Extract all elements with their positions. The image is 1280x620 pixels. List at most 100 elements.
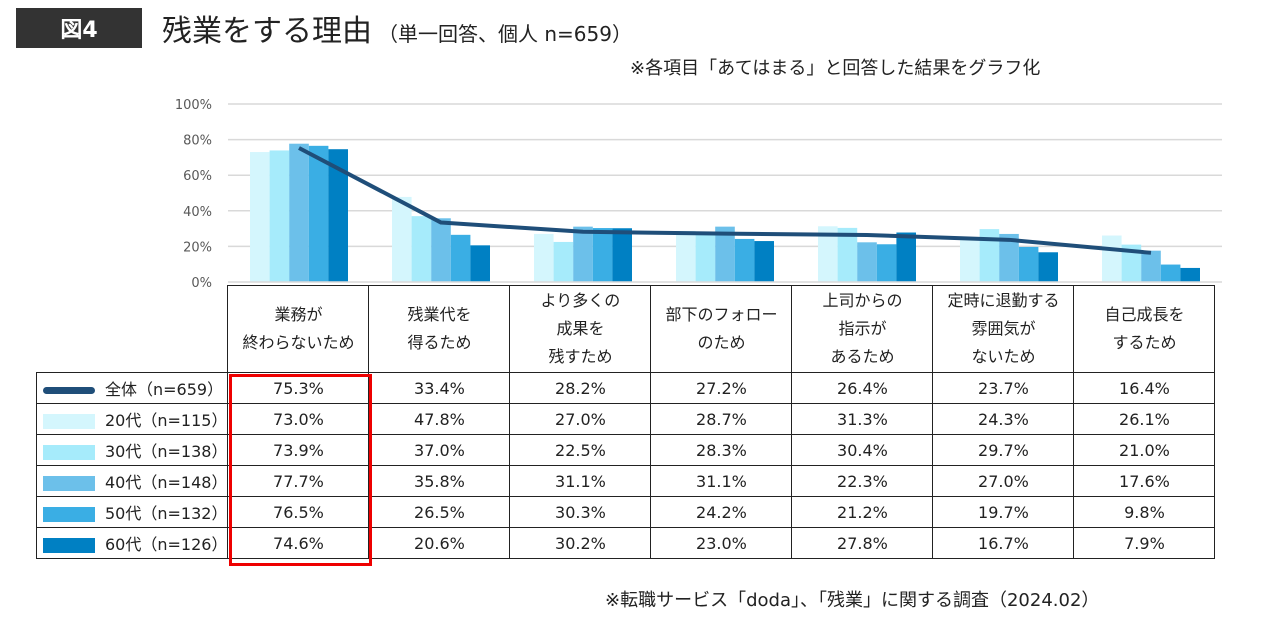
legend-swatch-icon: [43, 387, 95, 394]
bar-60s: [1038, 252, 1058, 282]
bar-40s: [715, 226, 735, 282]
bar-40s: [431, 218, 451, 282]
legend-swatch-icon: [43, 414, 95, 429]
value-cell: 7.9%: [1073, 527, 1216, 559]
y-tick-label: 40%: [183, 205, 212, 220]
value-cell: 27.0%: [509, 403, 652, 435]
bar-40s: [857, 242, 877, 282]
value-cell: 24.2%: [650, 496, 793, 528]
bar-20s: [676, 230, 696, 282]
y-tick-label: 80%: [183, 134, 212, 149]
value-cell: 26.5%: [368, 496, 511, 528]
value-cell: 16.7%: [932, 527, 1075, 559]
category-header: 定時に退勤する 雰囲気がないため: [932, 285, 1075, 373]
bar-60s: [754, 241, 774, 282]
table-row: 全体（n=659） 75.3% 33.4% 28.2% 27.2% 26.4% 23.7% 1…: [35, 372, 1216, 404]
legend-label: 50代（n=132）: [105, 504, 228, 523]
value-cell: 75.3%: [227, 372, 370, 404]
legend-cell: 30代（n=138）: [35, 434, 229, 466]
legend-swatch-icon: [43, 538, 95, 553]
value-cell: 31.3%: [791, 403, 934, 435]
data-table: 業務が 終わらないため 残業代を 得るため より多くの 成果を 残すため 部下のフォロー のため…: [35, 285, 1216, 559]
bar-60s: [612, 228, 632, 282]
legend-swatch-icon: [43, 507, 95, 522]
table-row: 60代（n=126） 74.6% 20.6% 30.2% 23.0% 27.8% 16.7%…: [35, 527, 1216, 559]
bar-60s: [328, 149, 348, 282]
value-cell: 73.0%: [227, 403, 370, 435]
bar-40s: [999, 233, 1019, 282]
category-label-line: 上司からの: [822, 291, 903, 310]
bar-30s: [411, 216, 432, 282]
table-row: 40代（n=148） 77.7% 35.8% 31.1% 31.1% 22.3% 27.0%…: [35, 465, 1216, 497]
value-cell: 28.3%: [650, 434, 793, 466]
bar-50s: [1160, 264, 1181, 282]
category-header: 残業代を 得るため: [368, 285, 511, 373]
table-corner: [36, 285, 229, 373]
category-label-line: 残業代を: [407, 305, 472, 324]
legend-label: 20代（n=115）: [105, 411, 228, 430]
legend-cell: 40代（n=148）: [35, 465, 229, 497]
title-text: 残業をする理由: [162, 14, 372, 49]
legend-label: 全体（n=659）: [105, 380, 224, 399]
category-label-line: あるため: [830, 347, 895, 366]
value-cell: 19.7%: [932, 496, 1075, 528]
category-label-line: 雰囲気が: [971, 319, 1036, 338]
y-tick-label: 100%: [175, 98, 212, 113]
chart-note: ※各項目「あてはまる」と回答した結果をグラフ化: [630, 58, 1041, 79]
value-cell: 22.5%: [509, 434, 652, 466]
bar-60s: [470, 245, 490, 282]
category-label-line: 成果を: [556, 319, 605, 338]
category-label-line: 残すため: [548, 347, 613, 366]
legend-cell: 50代（n=132）: [35, 496, 229, 528]
bar-50s: [308, 145, 329, 282]
value-cell: 21.2%: [791, 496, 934, 528]
subtitle: （単一回答、個人 n=659）: [378, 22, 632, 46]
bar-50s: [734, 238, 755, 282]
category-header: 上司からの 指示が あるため: [791, 285, 934, 373]
legend-label: 30代（n=138）: [105, 442, 228, 461]
value-cell: 21.0%: [1073, 434, 1216, 466]
table-row: 30代（n=138） 73.9% 37.0% 22.5% 28.3% 30.4% 29.7%…: [35, 434, 1216, 466]
bar-20s: [392, 196, 412, 282]
value-cell: 28.2%: [509, 372, 652, 404]
value-cell: 28.7%: [650, 403, 793, 435]
value-cell: 23.7%: [932, 372, 1075, 404]
value-cell: 26.4%: [791, 372, 934, 404]
category-label-line: 自己成長を: [1104, 305, 1185, 324]
category-label-line: 定時に退勤する: [947, 291, 1060, 310]
category-label-line: 得るため: [407, 333, 472, 352]
value-cell: 23.0%: [650, 527, 793, 559]
value-cell: 9.8%: [1073, 496, 1216, 528]
category-header: 自己成長を するため: [1073, 285, 1216, 373]
value-cell: 37.0%: [368, 434, 511, 466]
bar-chart: 0%20%40%60%80%100%: [175, 98, 1222, 291]
value-cell: 31.1%: [509, 465, 652, 497]
category-label-line: 部下のフォロー: [665, 305, 778, 324]
bar-40s: [573, 226, 593, 282]
bar-50s: [450, 234, 471, 282]
value-cell: 30.4%: [791, 434, 934, 466]
category-label-line: より多くの: [540, 291, 621, 310]
category-label-line: 業務が: [274, 305, 323, 324]
legend-swatch-icon: [43, 445, 95, 460]
page-title: 残業をする理由 （単一回答、個人 n=659）: [162, 6, 632, 50]
category-label-line: ないため: [971, 347, 1036, 366]
bar-20s: [1102, 235, 1122, 282]
bar-30s: [553, 241, 574, 282]
legend-cell: 20代（n=115）: [35, 403, 229, 435]
category-label-line: するため: [1112, 333, 1177, 352]
value-cell: 29.7%: [932, 434, 1075, 466]
legend-cell: 60代（n=126）: [35, 527, 229, 559]
bar-60s: [896, 232, 916, 282]
category-header: より多くの成果を残すため: [509, 285, 652, 373]
value-cell: 17.6%: [1073, 465, 1216, 497]
legend-cell: 全体（n=659）: [35, 372, 229, 404]
bar-50s: [876, 244, 897, 282]
bar-30s: [695, 231, 716, 282]
bar-30s: [269, 150, 290, 282]
value-cell: 16.4%: [1073, 372, 1216, 404]
category-label-line: のため: [697, 333, 746, 352]
value-cell: 47.8%: [368, 403, 511, 435]
bar-20s: [534, 233, 554, 282]
value-cell: 73.9%: [227, 434, 370, 466]
